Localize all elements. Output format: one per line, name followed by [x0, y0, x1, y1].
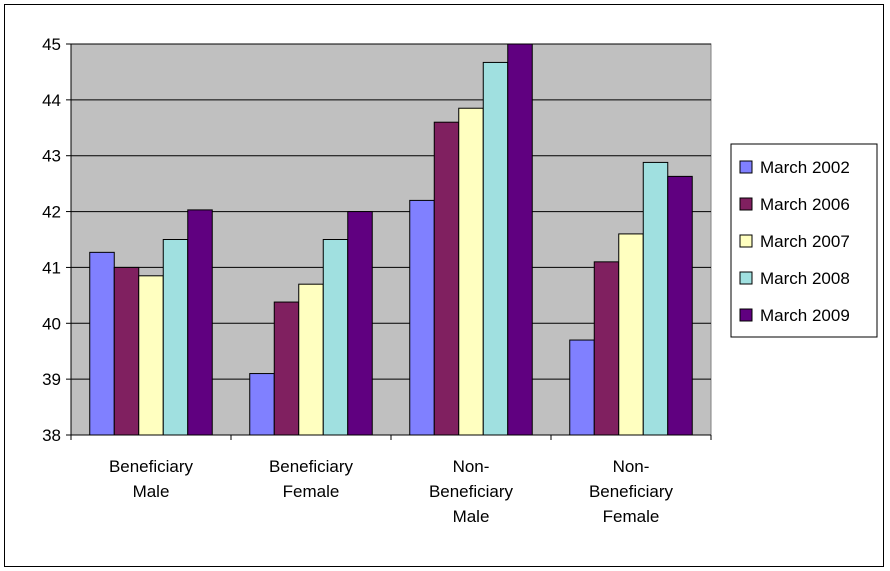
legend-swatch	[739, 197, 753, 211]
legend-swatch	[739, 160, 753, 174]
legend-label: March 2006	[760, 195, 850, 214]
y-tick-label-43: 43	[42, 147, 61, 166]
y-tick-label-44: 44	[42, 91, 61, 110]
bar-march-2006-cat-1	[113, 266, 140, 436]
bar-march-2009-cat-1	[187, 209, 213, 436]
x-category-label: Beneficiary	[109, 457, 194, 476]
x-category-label: Beneficiary	[429, 482, 514, 501]
legend-swatch	[739, 234, 753, 248]
x-category-label: Non-	[613, 457, 650, 476]
x-category-label: Male	[453, 507, 490, 526]
legend-label: March 2008	[760, 269, 850, 288]
bar-march-2006-cat-2	[273, 301, 300, 436]
bar-march-2009-cat-3	[507, 43, 533, 436]
bar-march-2009-cat-4	[667, 175, 693, 436]
x-category-label: Female	[283, 482, 340, 501]
bar-march-2007-cat-2	[298, 283, 324, 436]
bar-march-2009-cat-2	[347, 211, 373, 436]
bar-march-2008-cat-1	[162, 239, 189, 436]
chart-frame: 38 39 40 41 42 43 44 45 Beneficiary Male Beneficia…	[4, 4, 884, 567]
bar-march-2008-cat-4	[642, 161, 669, 436]
x-category-label: Non-	[453, 457, 490, 476]
y-tick-label-38: 38	[42, 426, 61, 445]
legend-label: March 2009	[760, 306, 850, 325]
x-category-label: Male	[133, 482, 170, 501]
bar-march-2002-cat-2	[249, 373, 275, 436]
x-category-label: Female	[603, 507, 660, 526]
bar-march-2007-cat-1	[138, 275, 164, 436]
bar-chart: 38 39 40 41 42 43 44 45 Beneficiary Male Beneficia…	[42, 35, 878, 526]
bar-march-2008-cat-3	[482, 61, 509, 436]
legend-label: March 2002	[760, 158, 850, 177]
bar-march-2008-cat-2	[322, 239, 349, 436]
x-category-label: Beneficiary	[269, 457, 354, 476]
y-tick-label-39: 39	[42, 370, 61, 389]
axes: 38 39 40 41 42 43 44 45 Beneficiary Male Beneficia…	[42, 35, 712, 526]
bar-march-2002-cat-4	[569, 339, 595, 436]
bar-march-2006-cat-3	[433, 121, 460, 436]
legend-box	[730, 143, 878, 338]
bar-march-2002-cat-1	[89, 251, 115, 436]
y-tick-label-45: 45	[42, 35, 61, 54]
bar-march-2007-cat-4	[618, 233, 644, 436]
legend-swatch	[739, 271, 753, 285]
legend: March 2002 March 2006 March 2007 March 2008…	[730, 143, 878, 338]
bar-march-2002-cat-3	[409, 199, 435, 436]
y-tick-label-41: 41	[42, 258, 61, 277]
legend-swatch	[739, 308, 753, 322]
bar-march-2006-cat-4	[593, 261, 620, 436]
y-tick-label-40: 40	[42, 314, 61, 333]
legend-label: March 2007	[760, 232, 850, 251]
x-category-label: Beneficiary	[589, 482, 674, 501]
bar-march-2007-cat-3	[458, 107, 484, 436]
bars	[89, 43, 693, 436]
y-tick-label-42: 42	[42, 203, 61, 222]
